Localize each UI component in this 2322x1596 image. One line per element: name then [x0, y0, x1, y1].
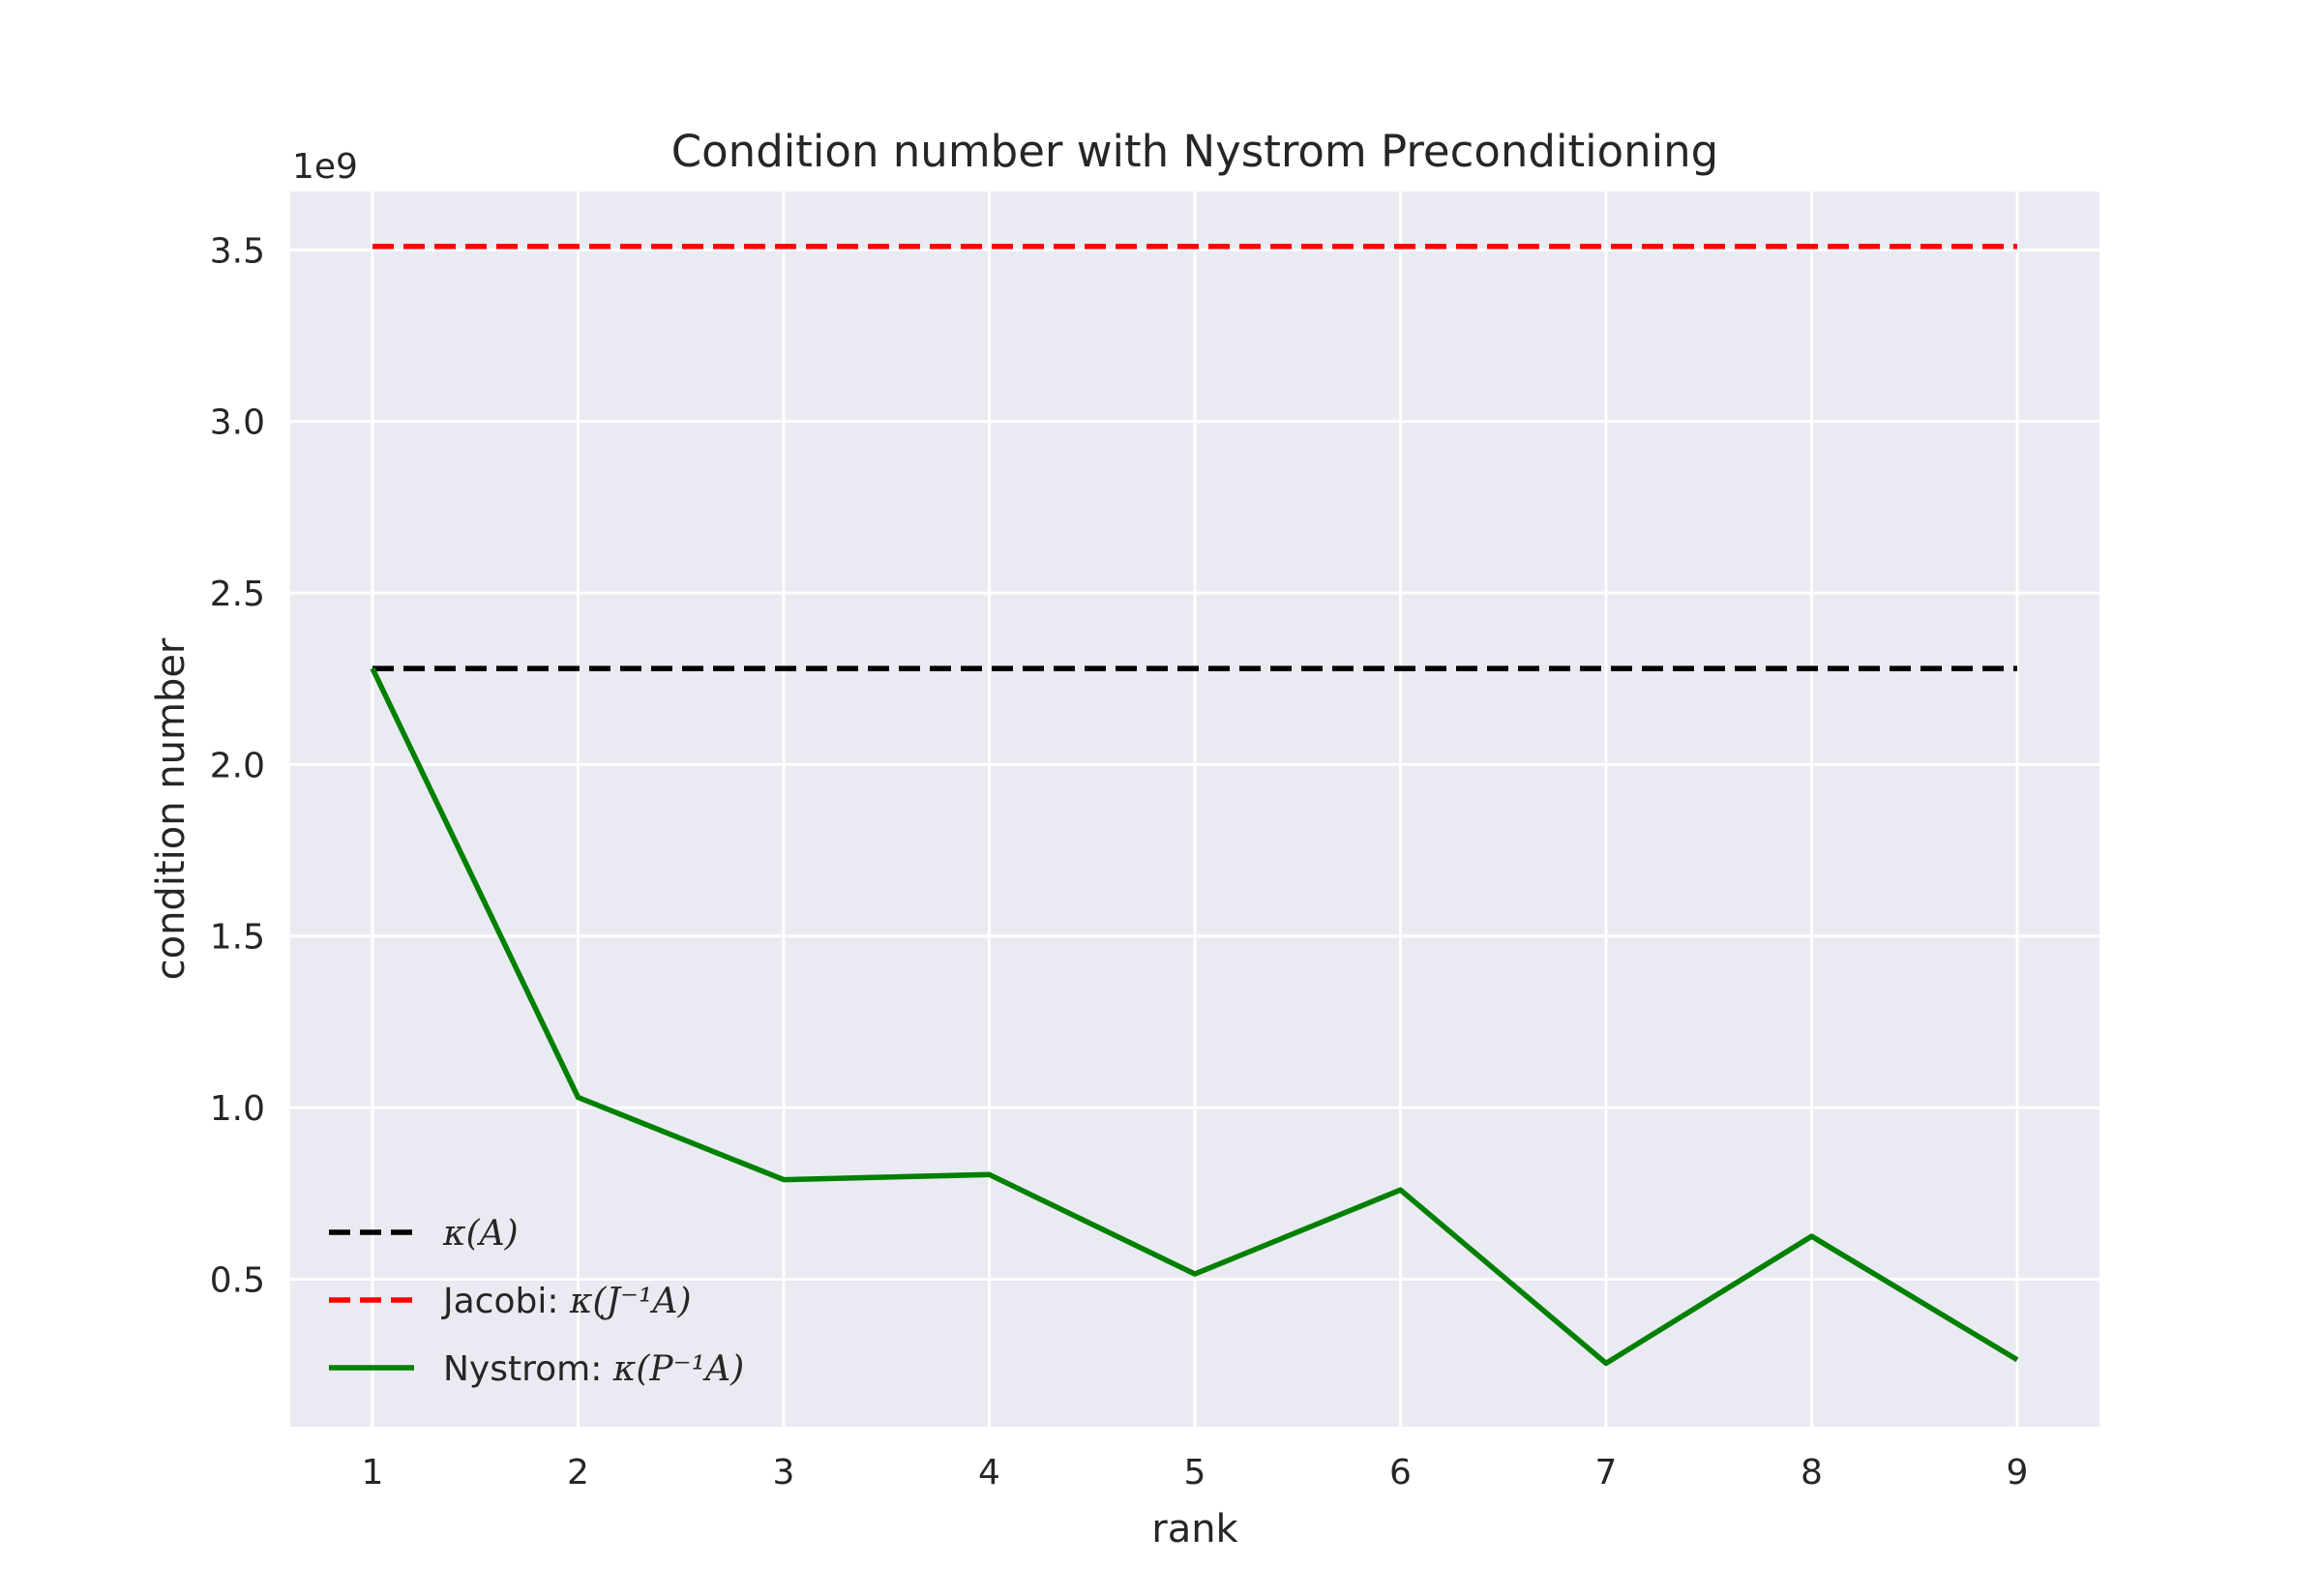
- x-axis-label: rank: [1151, 1507, 1238, 1552]
- x-tick-label: 5: [1184, 1453, 1206, 1493]
- legend-math: κ(A): [442, 1214, 519, 1254]
- legend: κ(A) Jacobi: κ(J⁻¹A) Nystrom: κ(P⁻¹A): [329, 1214, 744, 1389]
- legend-label-1: Jacobi: κ(J⁻¹A): [441, 1282, 691, 1321]
- x-tick-label: 7: [1595, 1453, 1618, 1493]
- x-tick-label: 8: [1801, 1453, 1823, 1493]
- x-tick-label: 2: [567, 1453, 589, 1493]
- y-tick-label: 3.5: [210, 231, 265, 271]
- grid-lines: [290, 192, 2099, 1427]
- legend-label-0: κ(A): [442, 1214, 519, 1254]
- y-tick-label: 3.0: [210, 403, 265, 443]
- x-tick-label: 6: [1389, 1453, 1412, 1493]
- y-tick-label: 2.0: [210, 746, 265, 785]
- x-tick-label: 3: [773, 1453, 795, 1493]
- y-axis-label: condition number: [149, 637, 194, 980]
- y-tick-label: 1.0: [210, 1089, 265, 1129]
- y-tick-label: 2.5: [210, 575, 265, 614]
- y-tick-label: 0.5: [210, 1260, 265, 1300]
- y-offset-label: 1e9: [292, 147, 358, 187]
- tick-labels: 1 2 3 4 5 6 7 8 9 0.5 1.0 1.5 2.0 2.5 3.0 3.5: [210, 231, 2029, 1493]
- x-tick-label: 4: [978, 1453, 1000, 1493]
- legend-math: κ(J⁻¹A): [569, 1282, 692, 1321]
- legend-prefix: Jacobi:: [441, 1282, 570, 1321]
- series-layer: [370, 244, 2019, 1367]
- x-tick-label: 9: [2007, 1453, 2029, 1493]
- legend-label-2: Nystrom: κ(P⁻¹A): [443, 1349, 744, 1389]
- x-tick-label: 1: [362, 1453, 384, 1493]
- y-tick-label: 1.5: [210, 918, 265, 958]
- series-line-2: [370, 666, 2019, 1367]
- legend-prefix: Nystrom:: [443, 1349, 613, 1389]
- chart-title: Condition number with Nystrom Preconditi…: [671, 126, 1719, 177]
- legend-math: κ(P⁻¹A): [612, 1349, 744, 1389]
